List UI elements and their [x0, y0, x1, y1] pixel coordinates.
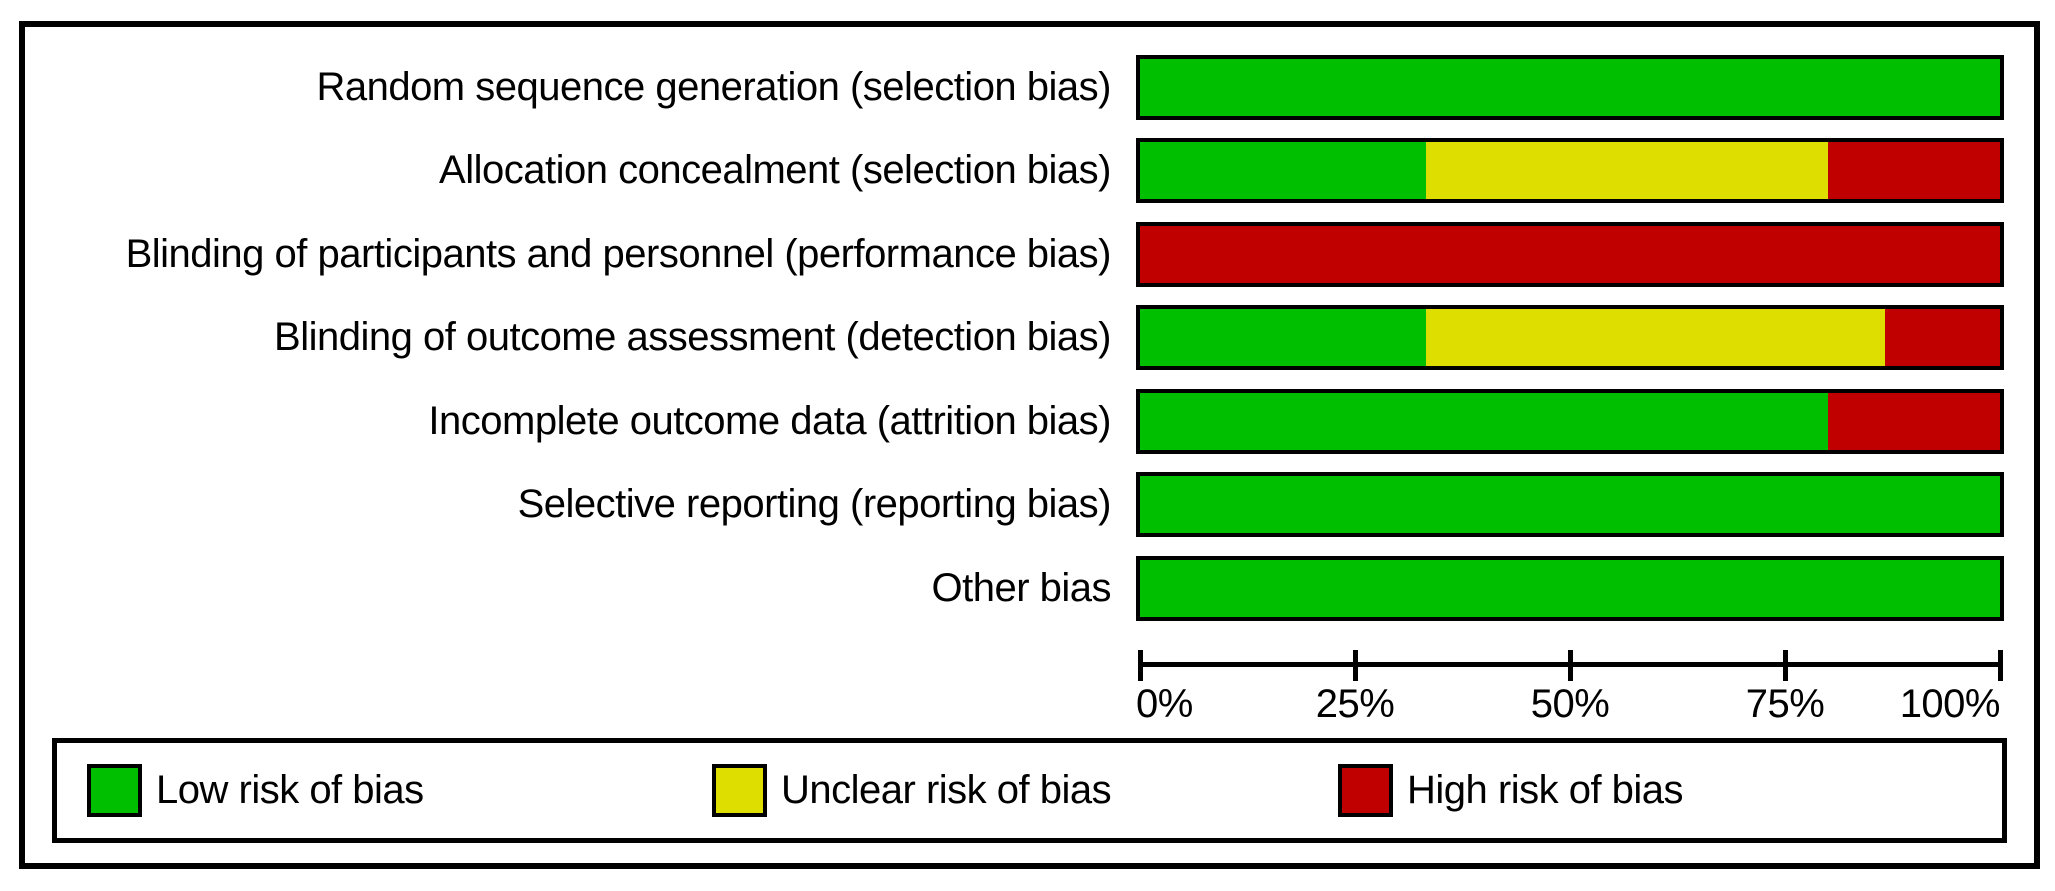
legend-label: High risk of bias — [1407, 768, 1684, 812]
x-axis-tick — [1998, 650, 2003, 681]
bar-track — [1136, 222, 2004, 287]
x-axis-tick-label: 0% — [1136, 682, 1193, 726]
x-axis-tick-label: 100% — [1899, 682, 2001, 726]
bar-segment-low — [1140, 142, 1427, 199]
legend-label: Unclear risk of bias — [781, 768, 1112, 812]
bar-segment-low — [1140, 560, 2000, 617]
risk-of-bias-graph-frame: Random sequence generation (selection bi… — [19, 21, 2040, 869]
x-axis-tick — [1353, 650, 1358, 681]
bar-track — [1136, 138, 2004, 203]
x-axis-tick-label: 50% — [1530, 682, 1610, 726]
bar-segment-low — [1140, 59, 2000, 116]
legend-item: Unclear risk of bias — [712, 762, 1112, 819]
bar-track — [1136, 472, 2004, 537]
legend-swatch-high — [1338, 764, 1393, 817]
bar-label: Allocation concealment (selection bias) — [439, 148, 1111, 192]
bar-label: Blinding of outcome assessment (detectio… — [274, 315, 1111, 359]
bar-segment-high — [1884, 309, 2000, 366]
bar-label: Other bias — [931, 566, 1111, 610]
bar-track — [1136, 389, 2004, 454]
x-axis-tick-label: 75% — [1745, 682, 1825, 726]
x-axis-tick — [1783, 650, 1788, 681]
bar-segment-unclear — [1426, 309, 1885, 366]
x-axis-tick — [1138, 650, 1143, 681]
bar-segment-low — [1140, 476, 2000, 533]
bar-segment-low — [1140, 393, 1828, 450]
legend-item: High risk of bias — [1338, 762, 1684, 819]
legend-swatch-unclear — [712, 764, 767, 817]
bar-track — [1136, 305, 2004, 370]
bar-segment-low — [1140, 309, 1427, 366]
bar-label: Blinding of participants and personnel (… — [125, 232, 1112, 276]
bar-label: Random sequence generation (selection bi… — [316, 65, 1111, 109]
bar-label: Incomplete outcome data (attrition bias) — [428, 399, 1111, 443]
bar-track — [1136, 55, 2004, 120]
legend-swatch-low — [87, 764, 142, 817]
bar-track — [1136, 556, 2004, 621]
legend-label: Low risk of bias — [156, 768, 424, 812]
legend-item: Low risk of bias — [87, 762, 424, 819]
bar-segment-high — [1828, 393, 2000, 450]
x-axis-tick — [1568, 650, 1573, 681]
bar-segment-high — [1140, 226, 2000, 283]
bar-segment-unclear — [1426, 142, 1828, 199]
bar-segment-high — [1828, 142, 2000, 199]
x-axis-tick-label: 25% — [1315, 682, 1395, 726]
legend-box: Low risk of bias Unclear risk of bias High… — [52, 738, 2007, 843]
bar-label: Selective reporting (reporting bias) — [517, 482, 1112, 526]
